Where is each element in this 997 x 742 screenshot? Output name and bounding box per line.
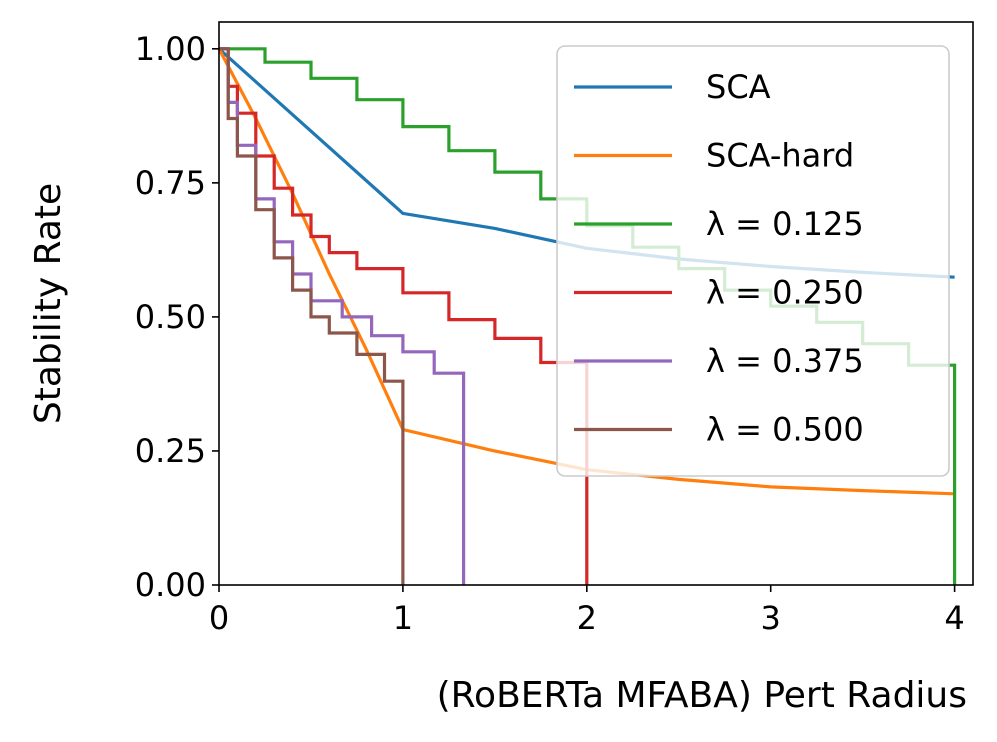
y-tick-label: 0.50 bbox=[135, 298, 206, 336]
plot-frame bbox=[218, 21, 974, 586]
series-line-sca-hard bbox=[217, 48, 955, 496]
y-axis-title: Stability Rate bbox=[28, 183, 69, 424]
legend-label-0-500: λ = 0.500 bbox=[706, 411, 864, 449]
x-tick-label: 0 bbox=[209, 599, 229, 637]
legend-label-sca-hard: SCA-hard bbox=[706, 137, 854, 175]
x-tick-label: 1 bbox=[393, 599, 413, 637]
x-tick-label: 4 bbox=[944, 599, 964, 637]
x-tick-label: 3 bbox=[761, 599, 781, 637]
x-axis-title: (RoBERTa MFABA) Pert Radius bbox=[437, 675, 967, 716]
series-line-0-250 bbox=[219, 47, 589, 585]
legend-label-0-375: λ = 0.375 bbox=[706, 342, 864, 380]
y-tick-label: 1.00 bbox=[135, 30, 206, 68]
legend-box bbox=[556, 45, 950, 477]
y-tick-label: 0.75 bbox=[135, 164, 206, 202]
legend-label-0-250: λ = 0.250 bbox=[706, 274, 864, 312]
series-line-0-500 bbox=[219, 47, 405, 585]
legend-label-0-125: λ = 0.125 bbox=[706, 205, 864, 243]
y-tick-label: 0.25 bbox=[135, 432, 206, 470]
axes-layer: 0 1 2 3 4 0.00 0.25 0.50 0.75 1.00 bbox=[135, 21, 974, 637]
y-tick-label: 0.00 bbox=[135, 566, 206, 604]
legend: SCA SCA-hard λ = 0.125 λ = 0.250 λ = 0.375 λ … bbox=[556, 45, 950, 477]
x-tick-label: 2 bbox=[577, 599, 597, 637]
legend-label-sca: SCA bbox=[706, 68, 771, 106]
